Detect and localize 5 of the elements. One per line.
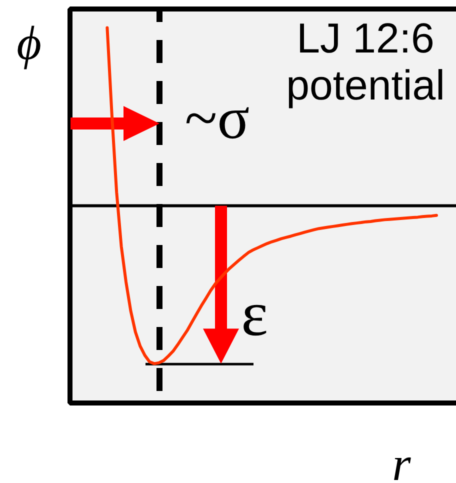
y-axis-title: ϕ bbox=[16, 17, 42, 70]
annotation: ~σ bbox=[184, 85, 250, 151]
x-axis-title: r bbox=[392, 438, 412, 483]
chart-title: LJ 12:6 potential bbox=[286, 14, 445, 108]
annotation: ε bbox=[241, 278, 268, 350]
